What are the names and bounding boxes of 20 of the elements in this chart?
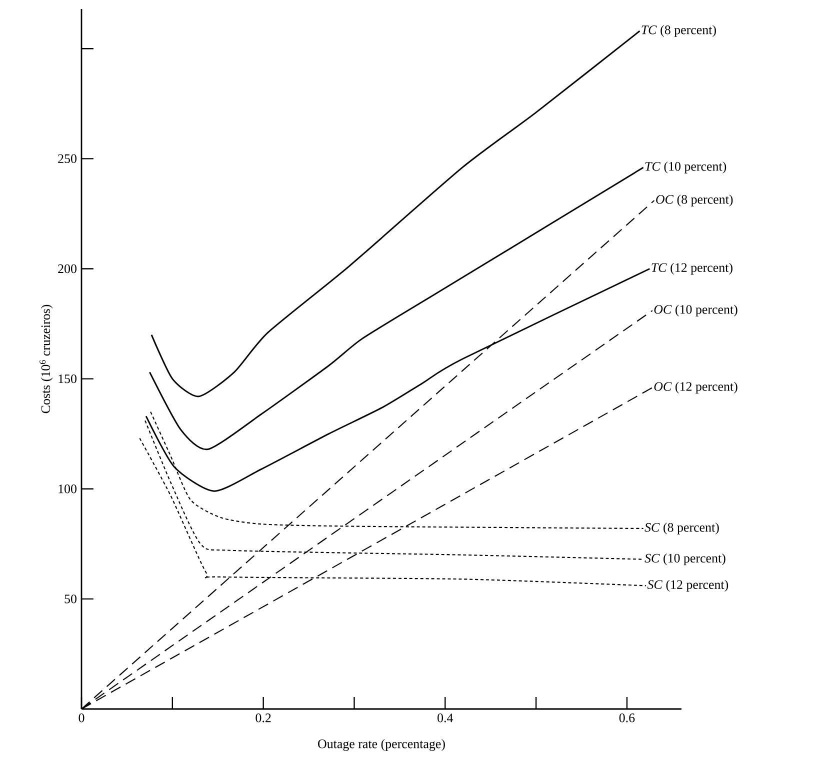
x-tick-label: 0.4: [438, 714, 454, 722]
series-label: TC (8 percent): [642, 25, 716, 37]
x-axis-title: Outage rate (percentage): [318, 739, 445, 751]
y-tick-label: 250: [58, 154, 76, 164]
y-tick-label: 150: [58, 374, 76, 384]
series-label: TC (10 percent): [645, 162, 726, 174]
series-label: SC (8 percent): [644, 522, 719, 534]
series-label: SC (12 percent): [647, 580, 728, 592]
series-label: SC (10 percent): [644, 553, 726, 566]
series-label: TC (12 percent): [652, 262, 732, 275]
y-tick-label: 100: [58, 484, 76, 494]
x-tick-label: 0: [78, 714, 84, 722]
series-label: OC (8 percent): [656, 194, 733, 206]
x-tick-label: 0.6: [619, 714, 635, 722]
y-tick-label: 200: [58, 264, 76, 274]
y-tick-label: 50: [64, 594, 76, 604]
series-label: OC (10 percent): [654, 304, 738, 316]
x-tick-label: 0.2: [256, 714, 271, 722]
y-axis-title: Costs (10$^{6}$ cruzeiros): [40, 304, 53, 414]
series-label: OC (12 percent): [654, 382, 738, 394]
